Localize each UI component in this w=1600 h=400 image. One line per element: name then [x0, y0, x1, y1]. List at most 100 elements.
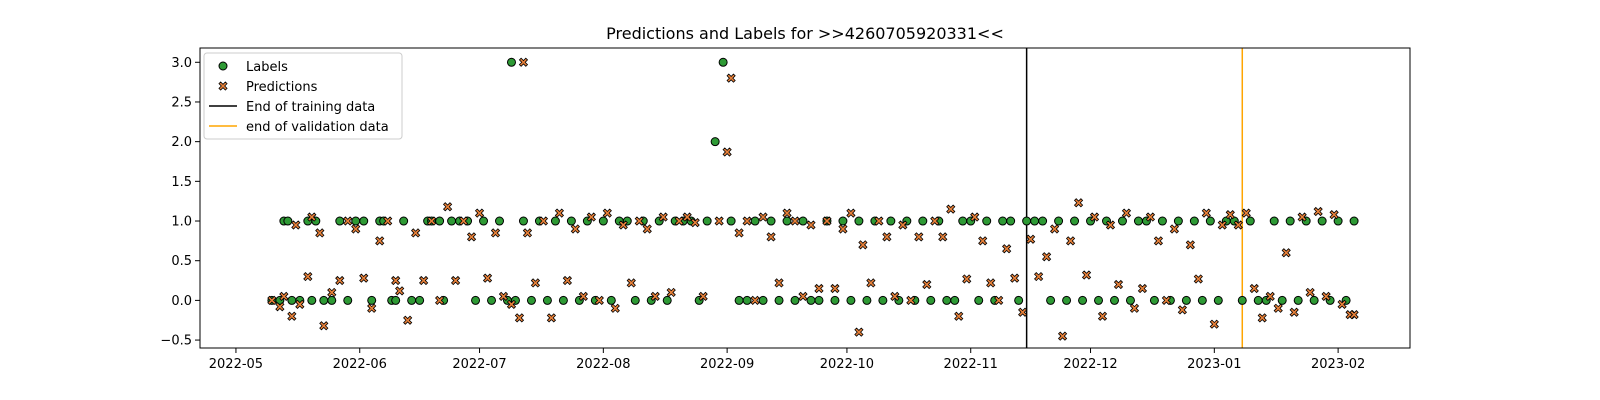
prediction-point [546, 313, 557, 323]
prediction-point [838, 224, 848, 234]
label-point [1149, 295, 1159, 305]
label-point [630, 295, 640, 305]
prediction-point [1273, 303, 1283, 313]
prediction-point [938, 232, 948, 242]
x-tick-label: 2022-08 [576, 357, 630, 372]
label-point [798, 216, 808, 226]
prediction-point [782, 208, 792, 218]
prediction-point [530, 278, 541, 288]
prediction-point [1329, 210, 1339, 220]
label-point [550, 216, 560, 226]
prediction-point [1057, 331, 1068, 341]
prediction-point [954, 311, 964, 321]
prediction-point [586, 212, 596, 222]
prediction-point [1193, 274, 1203, 284]
prediction-point [395, 286, 405, 296]
prediction-point [450, 275, 461, 286]
x-tick-label: 2022-07 [452, 357, 506, 372]
plot-content [267, 48, 1359, 348]
prediction-point [610, 303, 620, 313]
prediction-point [383, 216, 393, 226]
prediction-point [367, 303, 377, 313]
y-tick-label: 1.5 [171, 175, 192, 190]
prediction-point [295, 299, 305, 309]
prediction-point [466, 232, 477, 242]
label-point [734, 295, 744, 305]
prediction-point [1265, 291, 1275, 302]
label-point [1349, 216, 1359, 226]
prediction-point [866, 278, 876, 288]
label-point [1054, 216, 1064, 226]
prediction-point [518, 57, 529, 67]
prediction-point [822, 216, 832, 226]
label-point [1062, 295, 1072, 305]
label-point [958, 216, 968, 226]
prediction-point [351, 224, 361, 234]
label-point [1285, 216, 1295, 226]
legend: Labels Predictions End of training data end… [203, 52, 403, 140]
prediction-point [806, 220, 816, 230]
prediction-point [498, 291, 509, 302]
label-point [814, 295, 824, 305]
label-point [415, 295, 425, 305]
prediction-point [978, 236, 988, 246]
prediction-point [474, 208, 485, 218]
prediction-point [562, 275, 573, 286]
prediction-point [1121, 208, 1132, 218]
label-point [1133, 216, 1143, 226]
y-tick-label: 1.0 [171, 215, 192, 230]
prediction-point [391, 275, 401, 286]
label-point [742, 295, 752, 305]
prediction-point [758, 212, 768, 222]
label-point [558, 295, 568, 305]
label-point [1205, 216, 1215, 226]
label-point [359, 216, 369, 226]
label-point [1277, 295, 1287, 305]
prediction-point [403, 315, 413, 325]
label-point [918, 216, 928, 226]
label-point [479, 216, 489, 226]
prediction-point [1153, 236, 1164, 246]
label-point [1078, 295, 1088, 305]
prediction-point [287, 311, 297, 321]
label-point [307, 295, 317, 305]
prediction-point [522, 228, 533, 238]
label-point [1333, 216, 1343, 226]
prediction-point [846, 208, 856, 218]
label-point [782, 216, 792, 226]
prediction-point [267, 295, 277, 305]
prediction-point [734, 228, 744, 238]
prediction-point [1113, 279, 1124, 290]
prediction-point [303, 271, 313, 282]
prediction-point [554, 208, 565, 218]
prediction-point [906, 295, 916, 305]
prediction-point [1065, 236, 1076, 246]
label-point [1006, 216, 1016, 226]
prediction-point [674, 216, 684, 226]
prediction-point [578, 291, 588, 302]
label-point [950, 295, 960, 305]
label-point [846, 295, 856, 305]
prediction-point [682, 212, 692, 222]
prediction-point [1337, 299, 1347, 309]
prediction-point [714, 216, 724, 226]
label-point [327, 295, 337, 305]
label-point [886, 216, 896, 226]
label-point [283, 216, 293, 226]
prediction-point [427, 216, 437, 226]
prediction-point [666, 287, 676, 298]
prediction-point [1241, 208, 1251, 218]
prediction-point [914, 232, 924, 242]
x-tick-label: 2023-01 [1187, 357, 1241, 372]
label-point [710, 137, 720, 147]
label-point [351, 216, 361, 226]
x-tick-label: 2022-05 [209, 357, 263, 372]
prediction-point [898, 220, 908, 230]
label-point [542, 295, 552, 305]
prediction-point [690, 217, 700, 228]
label-point [1022, 216, 1032, 226]
label-point [1030, 216, 1040, 226]
label-point [942, 295, 952, 305]
label-point [399, 216, 409, 226]
